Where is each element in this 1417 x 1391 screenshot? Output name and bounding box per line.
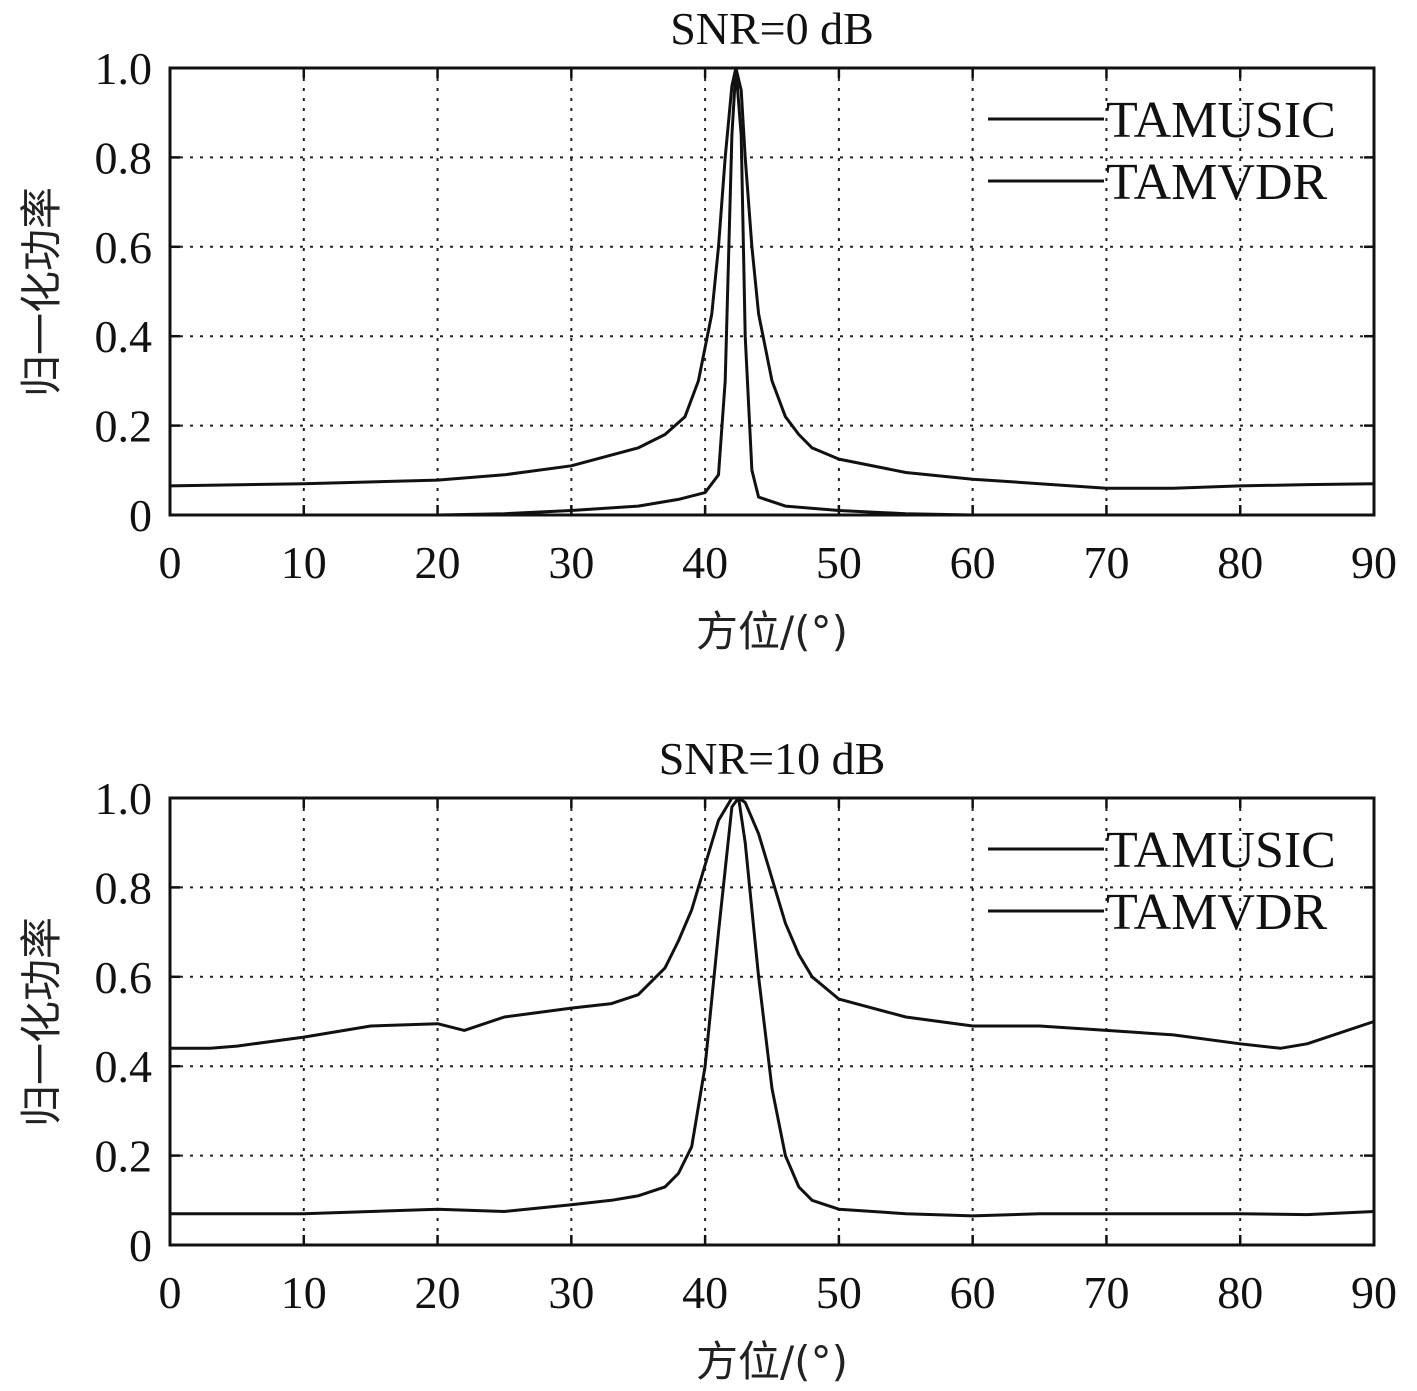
y-tick-label: 0.4 (95, 311, 153, 362)
series-line-tamvdr (169, 66, 1375, 490)
legend-label-tamusic-1: TAMUSIC (1106, 92, 1336, 149)
legend-label-tamvdr-2: TAMVDR (1106, 884, 1327, 941)
legend-label-tamusic-2: TAMUSIC (1106, 822, 1336, 879)
x-tick-label: 80 (1217, 1267, 1263, 1318)
x-tick-label: 40 (682, 1267, 728, 1318)
y-tick-label: 1.0 (95, 43, 153, 94)
chart-panel-2: SNR=10 dB 0 10 20 30 40 50 60 70 80 9000.20.40.60… (17, 733, 1397, 1386)
y-tick-label: 0.2 (95, 1131, 153, 1182)
y-tick-label: 1.0 (95, 773, 153, 824)
x-tick-label: 60 (950, 537, 996, 588)
legend-1: TAMUSIC TAMVDR (988, 92, 1336, 211)
plot-frame-1 (168, 66, 1376, 517)
x-tick-label: 80 (1217, 537, 1263, 588)
x-tick-label: 90 (1351, 537, 1397, 588)
grid-1 (170, 68, 1374, 515)
series-line-tamusic (170, 796, 1375, 1218)
y-tick-label: 0 (129, 1220, 152, 1271)
x-tick-label: 60 (950, 1267, 996, 1318)
x-tick-label: 30 (548, 1267, 594, 1318)
x-tick-label: 20 (415, 537, 461, 588)
y-tick-label: 0.6 (95, 222, 153, 273)
chart-panel-1: SNR=0 dB 0 10 20 30 40 50 60 70 80 90 0 0.2 0.4 0.6 0.… (17, 3, 1397, 656)
x-tick-label: 20 (415, 1267, 461, 1318)
legend-2: TAMUSIC TAMVDR (988, 822, 1336, 941)
ticks-1: 0 10 20 30 40 50 60 70 80 90 0 0.2 0.4 0.6 0.8 1.0 (95, 43, 1398, 588)
x-tick-label: 0 (159, 1267, 182, 1318)
y-tick-label: 0.8 (95, 862, 153, 913)
x-tick-label: 90 (1351, 1267, 1397, 1318)
x-axis-label-1: 方位/(°) (696, 607, 848, 656)
x-tick-label: 10 (281, 537, 327, 588)
ticks-2: 0 10 20 30 40 50 60 70 80 90 0 0.2 0.4 0.6 0.8 1.0 (95, 773, 1398, 1318)
legend-label-tamvdr-1: TAMVDR (1106, 154, 1327, 211)
y-axis-label-2: 归一化功率 (17, 917, 66, 1127)
x-axis-label-2: 方位/(°) (696, 1337, 848, 1386)
y-tick-label: 0 (129, 490, 152, 541)
x-tick-label: 50 (816, 537, 862, 588)
plot-frame-2 (168, 796, 1376, 1247)
grid-2 (170, 798, 1374, 1245)
x-tick-label: 50 (816, 1267, 862, 1318)
chart-title-1: SNR=0 dB (670, 3, 874, 54)
x-tick-label: 30 (548, 537, 594, 588)
x-tick-label: 70 (1083, 1267, 1129, 1318)
x-tick-label: 0 (159, 537, 182, 588)
y-axis-label-1: 归一化功率 (17, 187, 66, 397)
x-tick-label: 10 (281, 1267, 327, 1318)
y-tick-label: 0.8 (95, 132, 153, 183)
chart-title-2: SNR=10 dB (659, 733, 886, 784)
y-tick-label: 0.2 (95, 401, 153, 452)
x-tick-label: 40 (682, 537, 728, 588)
y-tick-label: 0.4 (95, 1041, 153, 1092)
x-tick-label: 70 (1083, 537, 1129, 588)
y-tick-label: 0.6 (95, 952, 153, 1003)
